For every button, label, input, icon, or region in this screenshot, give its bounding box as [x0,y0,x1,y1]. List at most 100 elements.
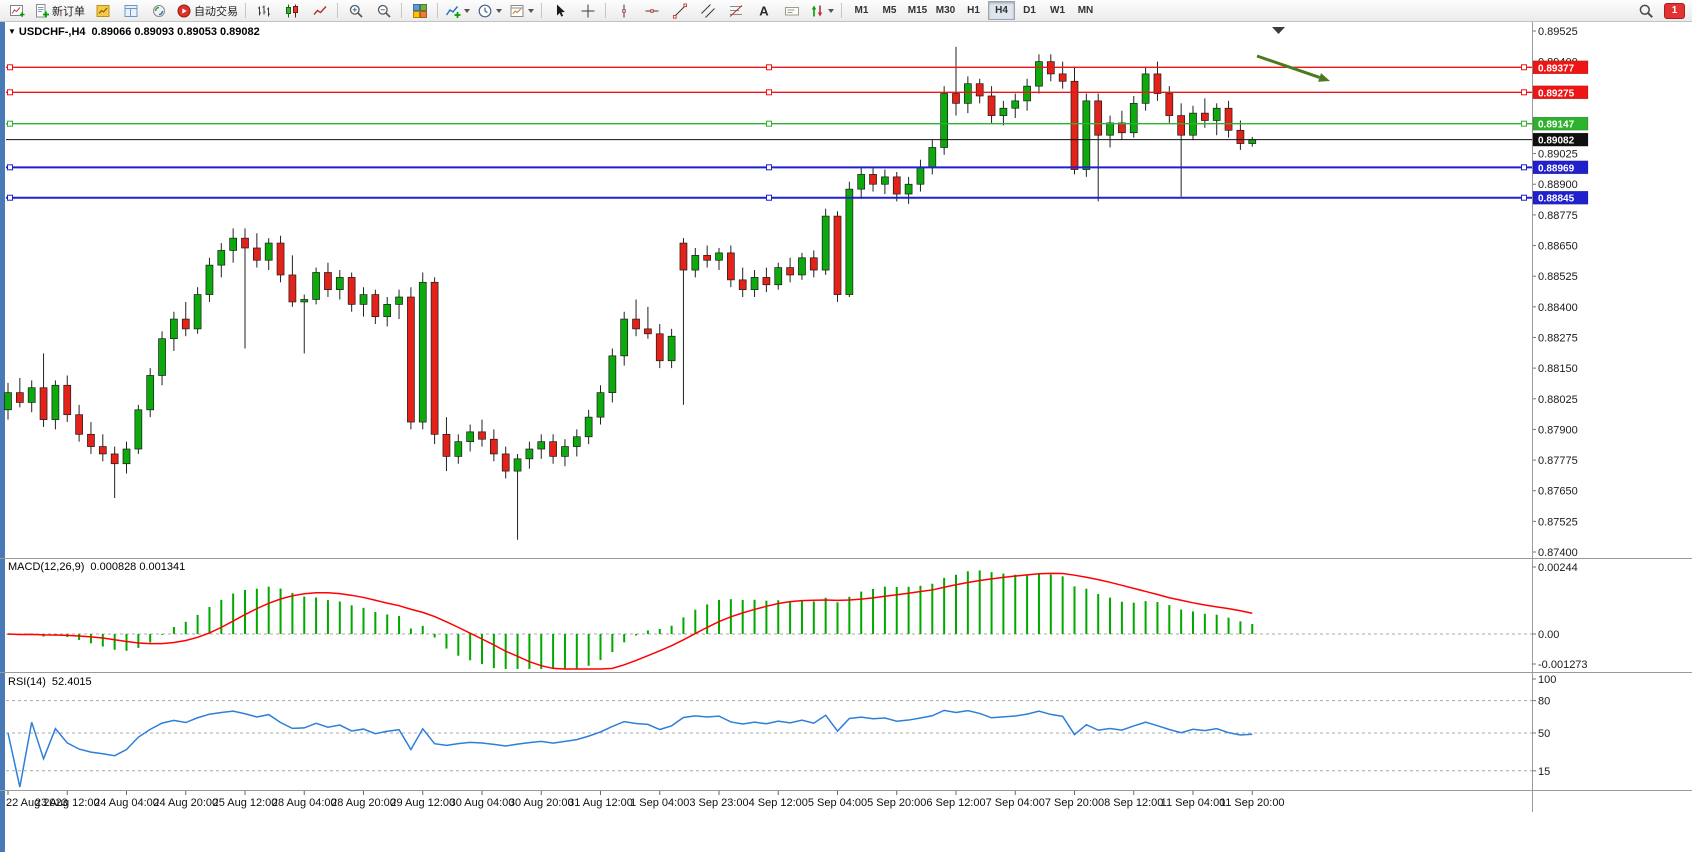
svg-text:11 Sep 20:00: 11 Sep 20:00 [1220,797,1285,809]
rsi-value: 52.4015 [51,676,92,688]
tile-windows-button[interactable] [406,0,433,21]
svg-text:0.87650: 0.87650 [1538,486,1578,498]
timeframe-m30[interactable]: M30 [935,5,956,16]
dropdown-caret-icon [464,8,470,13]
market-watch-icon [96,4,109,17]
svg-text:0.88845: 0.88845 [1538,194,1575,205]
tiles-icon [412,3,427,18]
navigator-button[interactable] [145,0,172,21]
crosshair-icon [581,4,594,17]
horizontal-line-button[interactable] [638,0,665,21]
indicators-icon [445,5,461,18]
svg-text:A: A [759,3,769,18]
bars-icon [257,5,270,16]
chart-title: ▼ USDCHF-,H4 0.89066 0.89093 0.89053 0.890… [8,26,260,38]
svg-text:4 Sep 12:00: 4 Sep 12:00 [749,797,808,809]
timeframe-mn[interactable]: MN [1077,5,1094,16]
new-order-icon [36,3,49,17]
horizontal-line-object[interactable] [6,120,1532,127]
data-window-button[interactable] [117,0,144,21]
svg-text:0.87400: 0.87400 [1538,547,1578,559]
timeframe-h4[interactable]: H4 [988,1,1015,20]
arrows-button[interactable] [806,0,837,21]
timeframe-h1[interactable]: H1 [967,5,980,16]
svg-text:0.00244: 0.00244 [1538,562,1578,574]
equidistant-channel-button[interactable] [694,0,721,21]
svg-text:0.89025: 0.89025 [1538,149,1578,161]
svg-text:100: 100 [1538,674,1556,686]
svg-text:0.88775: 0.88775 [1538,210,1578,222]
vertical-line-button[interactable] [610,0,637,21]
autotrading-button[interactable]: 自动交易 [173,0,241,21]
svg-text:50: 50 [1538,728,1550,740]
toolbar-separator [605,3,606,18]
horizontal-line-object[interactable] [6,89,1532,96]
macd-values: 0.000828 0.001341 [90,561,186,573]
text-icon: A [759,3,769,18]
candlestick-mode-button[interactable] [278,0,305,21]
svg-text:0.88400: 0.88400 [1538,302,1578,314]
trendline-button[interactable] [666,0,693,21]
svg-text:0.89275: 0.89275 [1538,88,1575,99]
rsi-pane: 100 80 50 15 [6,674,1556,778]
svg-text:0.89147: 0.89147 [1538,120,1575,131]
new-order-label: 新订单 [52,5,85,18]
bar-chart-mode-button[interactable] [250,0,277,21]
toolbar-separator [245,3,246,18]
periods-button[interactable] [474,0,505,21]
macd-pane: 0.00244 0.00 -0.001273 [6,562,1588,671]
timeframe-m5[interactable]: M5 [882,5,897,16]
svg-text:5 Sep 04:00: 5 Sep 04:00 [808,797,867,809]
text-label-button[interactable] [778,0,805,21]
zoom-out-icon [377,4,391,18]
svg-text:0.87775: 0.87775 [1538,455,1578,467]
crosshair-button[interactable] [574,0,601,21]
rsi-name: RSI(14) [8,676,46,688]
timeframe-m15[interactable]: M15 [907,5,928,16]
rsi-label: RSI(14) 52.4015 [8,676,92,688]
svg-text:0.87525: 0.87525 [1538,516,1578,528]
cursor-button[interactable] [546,0,573,21]
horizontal-line-object[interactable] [6,64,1532,71]
search-button[interactable] [1632,0,1659,21]
market-watch-button[interactable] [89,0,116,21]
window-edge-strip [0,21,5,852]
trend-arrow-annotation[interactable] [1256,54,1330,82]
indicators-button[interactable] [442,0,473,21]
dropdown-caret-icon [528,8,534,13]
text-button[interactable]: A [750,0,777,21]
macd-label: MACD(12,26,9) 0.000828 0.001341 [8,561,185,573]
new-order-button[interactable]: 新订单 [31,0,88,21]
line-chart-mode-button[interactable] [306,0,333,21]
svg-text:31 Aug 12:00: 31 Aug 12:00 [568,797,633,809]
svg-text:25 Aug 12:00: 25 Aug 12:00 [213,797,278,809]
new-chart-button[interactable] [3,0,30,21]
label-icon [784,6,799,15]
horizontal-line-object[interactable] [6,194,1532,201]
timeframe-d1[interactable]: D1 [1023,5,1036,16]
zoom-in-button[interactable] [342,0,369,21]
svg-text:22 Aug 2023: 22 Aug 2023 [6,797,68,809]
horizontal-line-object[interactable] [6,164,1532,171]
arrows-icon [811,5,823,16]
timeframe-w1[interactable]: W1 [1050,5,1065,16]
dropdown-caret-icon [828,8,834,13]
timeframe-m1[interactable]: M1 [854,5,869,16]
fibonacci-button[interactable] [722,0,749,21]
svg-text:0.00: 0.00 [1538,629,1559,641]
svg-text:1 Sep 04:00: 1 Sep 04:00 [630,797,689,809]
collapse-arrow-icon[interactable]: ▼ [8,27,16,36]
svg-text:0.89525: 0.89525 [1538,26,1578,38]
vline-icon [621,4,626,17]
svg-text:0.88969: 0.88969 [1538,163,1575,174]
templates-button[interactable] [506,0,537,21]
svg-text:28 Aug 20:00: 28 Aug 20:00 [331,797,396,809]
svg-text:8 Sep 12:00: 8 Sep 12:00 [1104,797,1163,809]
svg-text:5 Sep 20:00: 5 Sep 20:00 [867,797,926,809]
search-icon [1639,4,1653,18]
macd-signal-line [7,572,1253,670]
zoom-out-button[interactable] [370,0,397,21]
notification-badge[interactable]: 1 [1664,2,1685,19]
